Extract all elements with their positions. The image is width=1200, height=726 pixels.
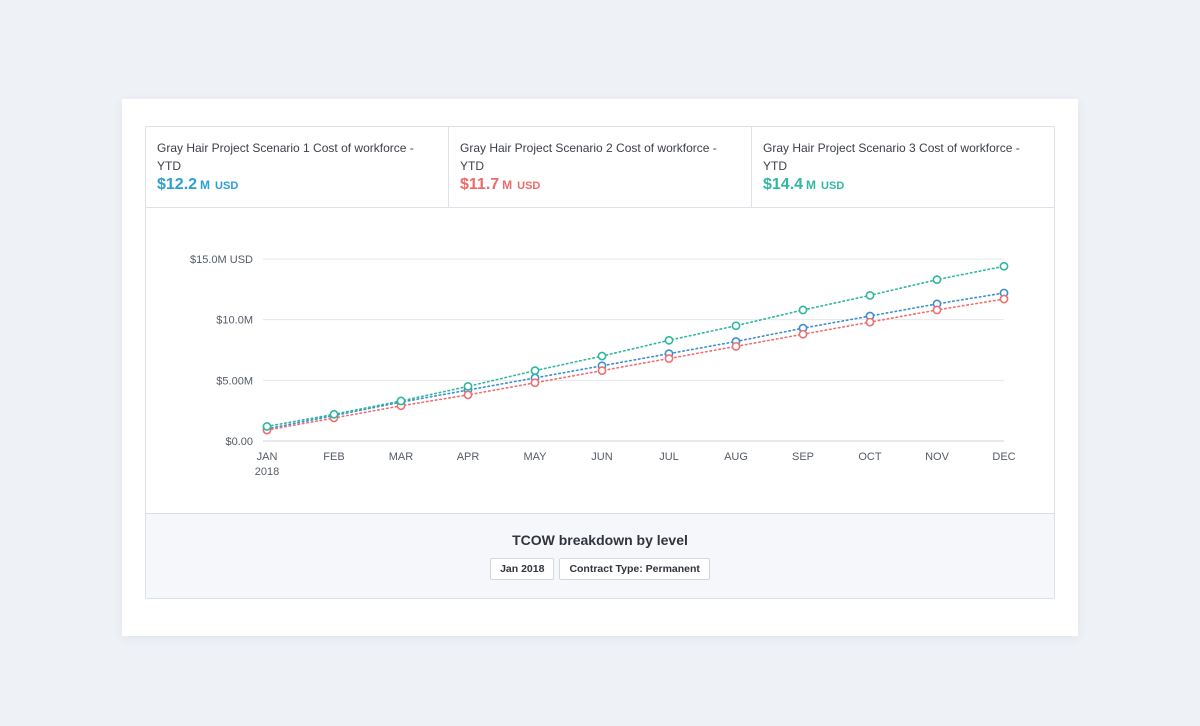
- series-line: [266, 265, 1005, 428]
- kpi-value-row: $11.7 M USD: [460, 176, 739, 194]
- data-point: [865, 291, 875, 300]
- kpi-unit: M: [806, 178, 817, 192]
- kpi-currency: USD: [517, 180, 541, 192]
- data-point: [664, 335, 674, 345]
- x-tick-label: JAN: [257, 451, 278, 463]
- kpi-title: Gray Hair Project Scenario 1 Cost of wor…: [157, 141, 414, 173]
- kpi-value: $14.4: [763, 176, 804, 193]
- data-point: [731, 321, 741, 331]
- cost-line-chart: $0.00 $5.00M $10.0M $15.0M USD JAN FEB MAR APR M…: [190, 254, 1016, 478]
- data-point: [530, 366, 540, 376]
- kpi-scenario-3[interactable]: Gray Hair Project Scenario 3 Cost of wor…: [752, 127, 1054, 207]
- breakdown-title: TCOW breakdown by level: [512, 532, 688, 548]
- kpi-row: Gray Hair Project Scenario 1 Cost of wor…: [146, 127, 1054, 208]
- kpi-scenario-1[interactable]: Gray Hair Project Scenario 1 Cost of wor…: [146, 127, 449, 207]
- filter-tag-contract-type[interactable]: Contract Type: Permanent: [559, 558, 710, 580]
- x-tick-label: SEP: [792, 451, 814, 463]
- dashboard-card: Gray Hair Project Scenario 1 Cost of wor…: [122, 99, 1078, 636]
- data-point: [262, 422, 272, 431]
- kpi-unit: M: [200, 178, 211, 192]
- kpi-value: $11.7: [460, 176, 500, 193]
- data-point: [932, 305, 942, 315]
- data-point: [463, 381, 473, 391]
- data-point: [530, 378, 540, 388]
- data-point: [463, 390, 473, 400]
- kpi-scenario-2[interactable]: Gray Hair Project Scenario 2 Cost of wor…: [449, 127, 752, 207]
- y-tick-label: $10.0M: [216, 315, 253, 327]
- data-point: [597, 366, 607, 376]
- kpi-unit: M: [502, 178, 513, 192]
- data-point: [798, 305, 808, 315]
- data-point: [664, 354, 674, 363]
- kpi-value-row: $14.4 M USD: [763, 176, 1042, 194]
- data-point: [396, 396, 406, 406]
- x-tick-label: OCT: [858, 451, 882, 463]
- kpi-currency: USD: [215, 180, 239, 192]
- x-tick-label: DEC: [992, 451, 1015, 463]
- data-point: [798, 329, 808, 339]
- x-tick-label: MAR: [389, 451, 414, 463]
- data-point: [865, 317, 875, 327]
- data-point: [999, 261, 1009, 271]
- y-tick-label: $15.0M USD: [190, 254, 253, 266]
- kpi-title: Gray Hair Project Scenario 3 Cost of wor…: [763, 141, 1020, 173]
- filter-tags: Jan 2018 Contract Type: Permanent: [146, 558, 1054, 580]
- data-point: [329, 409, 339, 419]
- filter-tag-date[interactable]: Jan 2018: [490, 558, 555, 580]
- data-point: [999, 294, 1009, 304]
- breakdown-section: TCOW breakdown by level Jan 2018 Contrac…: [146, 513, 1054, 598]
- kpi-title: Gray Hair Project Scenario 2 Cost of wor…: [460, 141, 717, 173]
- x-tick-label: FEB: [323, 451, 344, 463]
- data-point: [597, 351, 607, 361]
- x-tick-label: AUG: [724, 451, 748, 463]
- cost-of-workforce-panel: Gray Hair Project Scenario 1 Cost of wor…: [145, 126, 1055, 599]
- x-tick-label: NOV: [925, 451, 950, 463]
- x-tick-sublabel: 2018: [255, 466, 279, 478]
- kpi-value-row: $12.2 M USD: [157, 176, 436, 194]
- x-tick-label: JUL: [659, 451, 679, 463]
- kpi-currency: USD: [821, 180, 845, 192]
- data-point: [932, 275, 942, 285]
- y-tick-label: $0.00: [225, 436, 253, 448]
- y-tick-label: $5.00M: [216, 375, 253, 387]
- x-tick-label: JUN: [591, 451, 612, 463]
- series-line: [266, 298, 1005, 431]
- x-tick-label: MAY: [523, 451, 547, 463]
- kpi-value: $12.2: [157, 176, 198, 193]
- series-line: [266, 292, 1005, 430]
- line-chart-area: $0.00 $5.00M $10.0M $15.0M USD JAN FEB MAR APR M…: [146, 208, 1054, 513]
- x-tick-label: APR: [457, 451, 480, 463]
- data-point: [731, 341, 741, 351]
